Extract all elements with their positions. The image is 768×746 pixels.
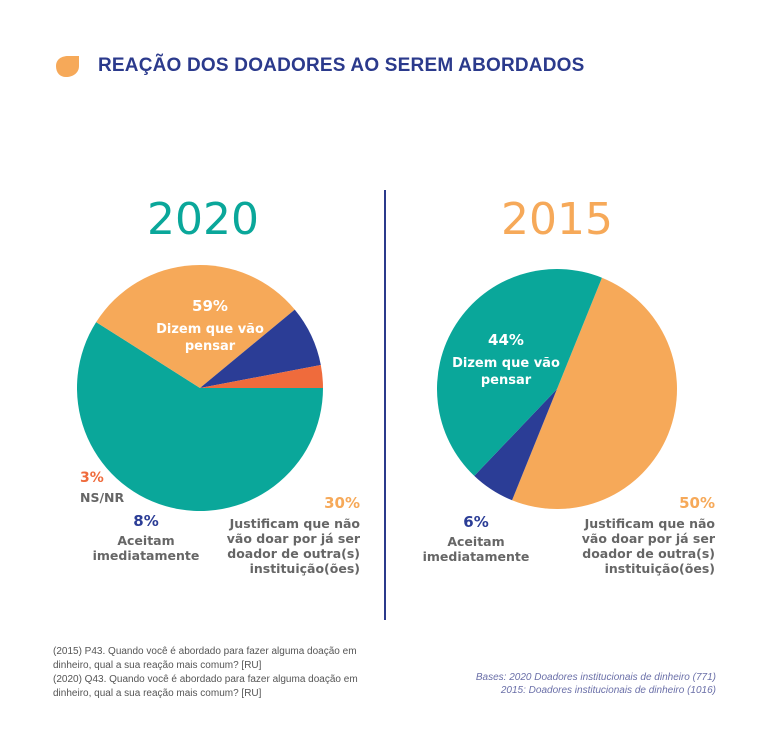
label-2015-justificam: 50% Justificam que não vão doar por já s… [568,494,715,577]
label-2020-nsnr: 3% NS/NR [80,470,140,505]
slice-label-2020-aceitam-line1: Aceitam [117,533,175,548]
slice-label-2015-dizem-line1: Dizem que vão [452,356,560,371]
slice-label-2020-justificam-line4: instituição(ões) [249,561,360,576]
slice-pct-2020-justificam: 30% [324,494,360,512]
slice-label-2015-justificam-line1: Justificam que não [584,516,715,531]
slice-label-2020-justificam-line1: Justificam que não [229,516,360,531]
label-2015-teal: 44% Dizem que vão pensar [436,332,576,389]
slice-label-2015-aceitam-line1: Aceitam [447,534,505,549]
label-2015-aceitam: 6% Aceitam imediatamente [420,513,532,565]
slice-pct-2020-dizem: 59% [192,297,228,315]
slice-label-2015-aceitam-line2: imediatamente [422,549,530,564]
divider [384,190,386,620]
title-bullet-icon [56,56,79,77]
slice-pct-2020-nsnr: 3% [80,470,104,486]
pie-2020-slice-1 [96,265,295,388]
slice-pct-2020-aceitam: 8% [133,512,159,530]
slice-label-2020-justificam-line2: vão doar por já ser [226,531,360,546]
slice-pct-2015-aceitam: 6% [463,513,489,531]
bases-line: Bases: 2020 Doadores institucionais de d… [475,672,716,683]
slice-label-2015-justificam-line2: vão doar por já ser [581,531,715,546]
slice-label-2020-dizem-line1: Dizem que vão [156,322,264,337]
chart-title-2015: 2015 [501,194,613,245]
pie-2020-slice-3 [200,364,323,388]
pie-2015-slice-1 [474,389,557,501]
slice-label-2015-dizem-line2: pensar [480,373,532,388]
pie-2015-slice-2 [437,269,602,476]
footnote-line: dinheiro, qual a sua reação mais comum? … [53,688,262,699]
label-2020-aceitam: 8% Aceitam imediatamente [90,512,202,564]
slice-label-2020-nsnr: NS/NR [80,490,125,505]
page-title: REAÇÃO DOS DOADORES AO SEREM ABORDADOS [98,55,585,76]
slice-pct-2015-justificam: 50% [679,494,715,512]
slice-label-2020-justificam-line3: doador de outra(s) [227,546,360,561]
footnote-line: (2020) Q43. Quando você é abordado para … [53,674,358,685]
slice-pct-2015-dizem: 44% [488,331,524,349]
pie-2015-slice-0 [512,277,677,510]
pie-chart-2015 [437,269,677,510]
label-2020-teal: 59% Dizem que vão pensar [135,298,285,355]
footnote-bases: Bases: 2020 Doadores institucionais de d… [416,671,716,697]
pie-2020-slice-2 [200,309,321,388]
footnote-questions: (2015) P43. Quando você é abordado para … [53,645,363,701]
bases-line: 2015: Doadores institucionais de dinheir… [500,685,716,696]
footnote-line: (2015) P43. Quando você é abordado para … [53,646,357,657]
label-2020-justificam: 30% Justificam que não vão doar por já s… [215,494,360,577]
chart-title-2020: 2020 [147,194,259,245]
slice-label-2015-justificam-line3: doador de outra(s) [582,546,715,561]
footnote-line: dinheiro, qual a sua reação mais comum? … [53,660,262,671]
slice-label-2020-aceitam-line2: imediatamente [92,548,200,563]
pie-2020-slice-0 [76,322,323,512]
slice-label-2020-dizem-line2: pensar [184,339,236,354]
pie-chart-2020 [76,265,323,512]
slice-label-2015-justificam-line4: instituição(ões) [604,561,715,576]
